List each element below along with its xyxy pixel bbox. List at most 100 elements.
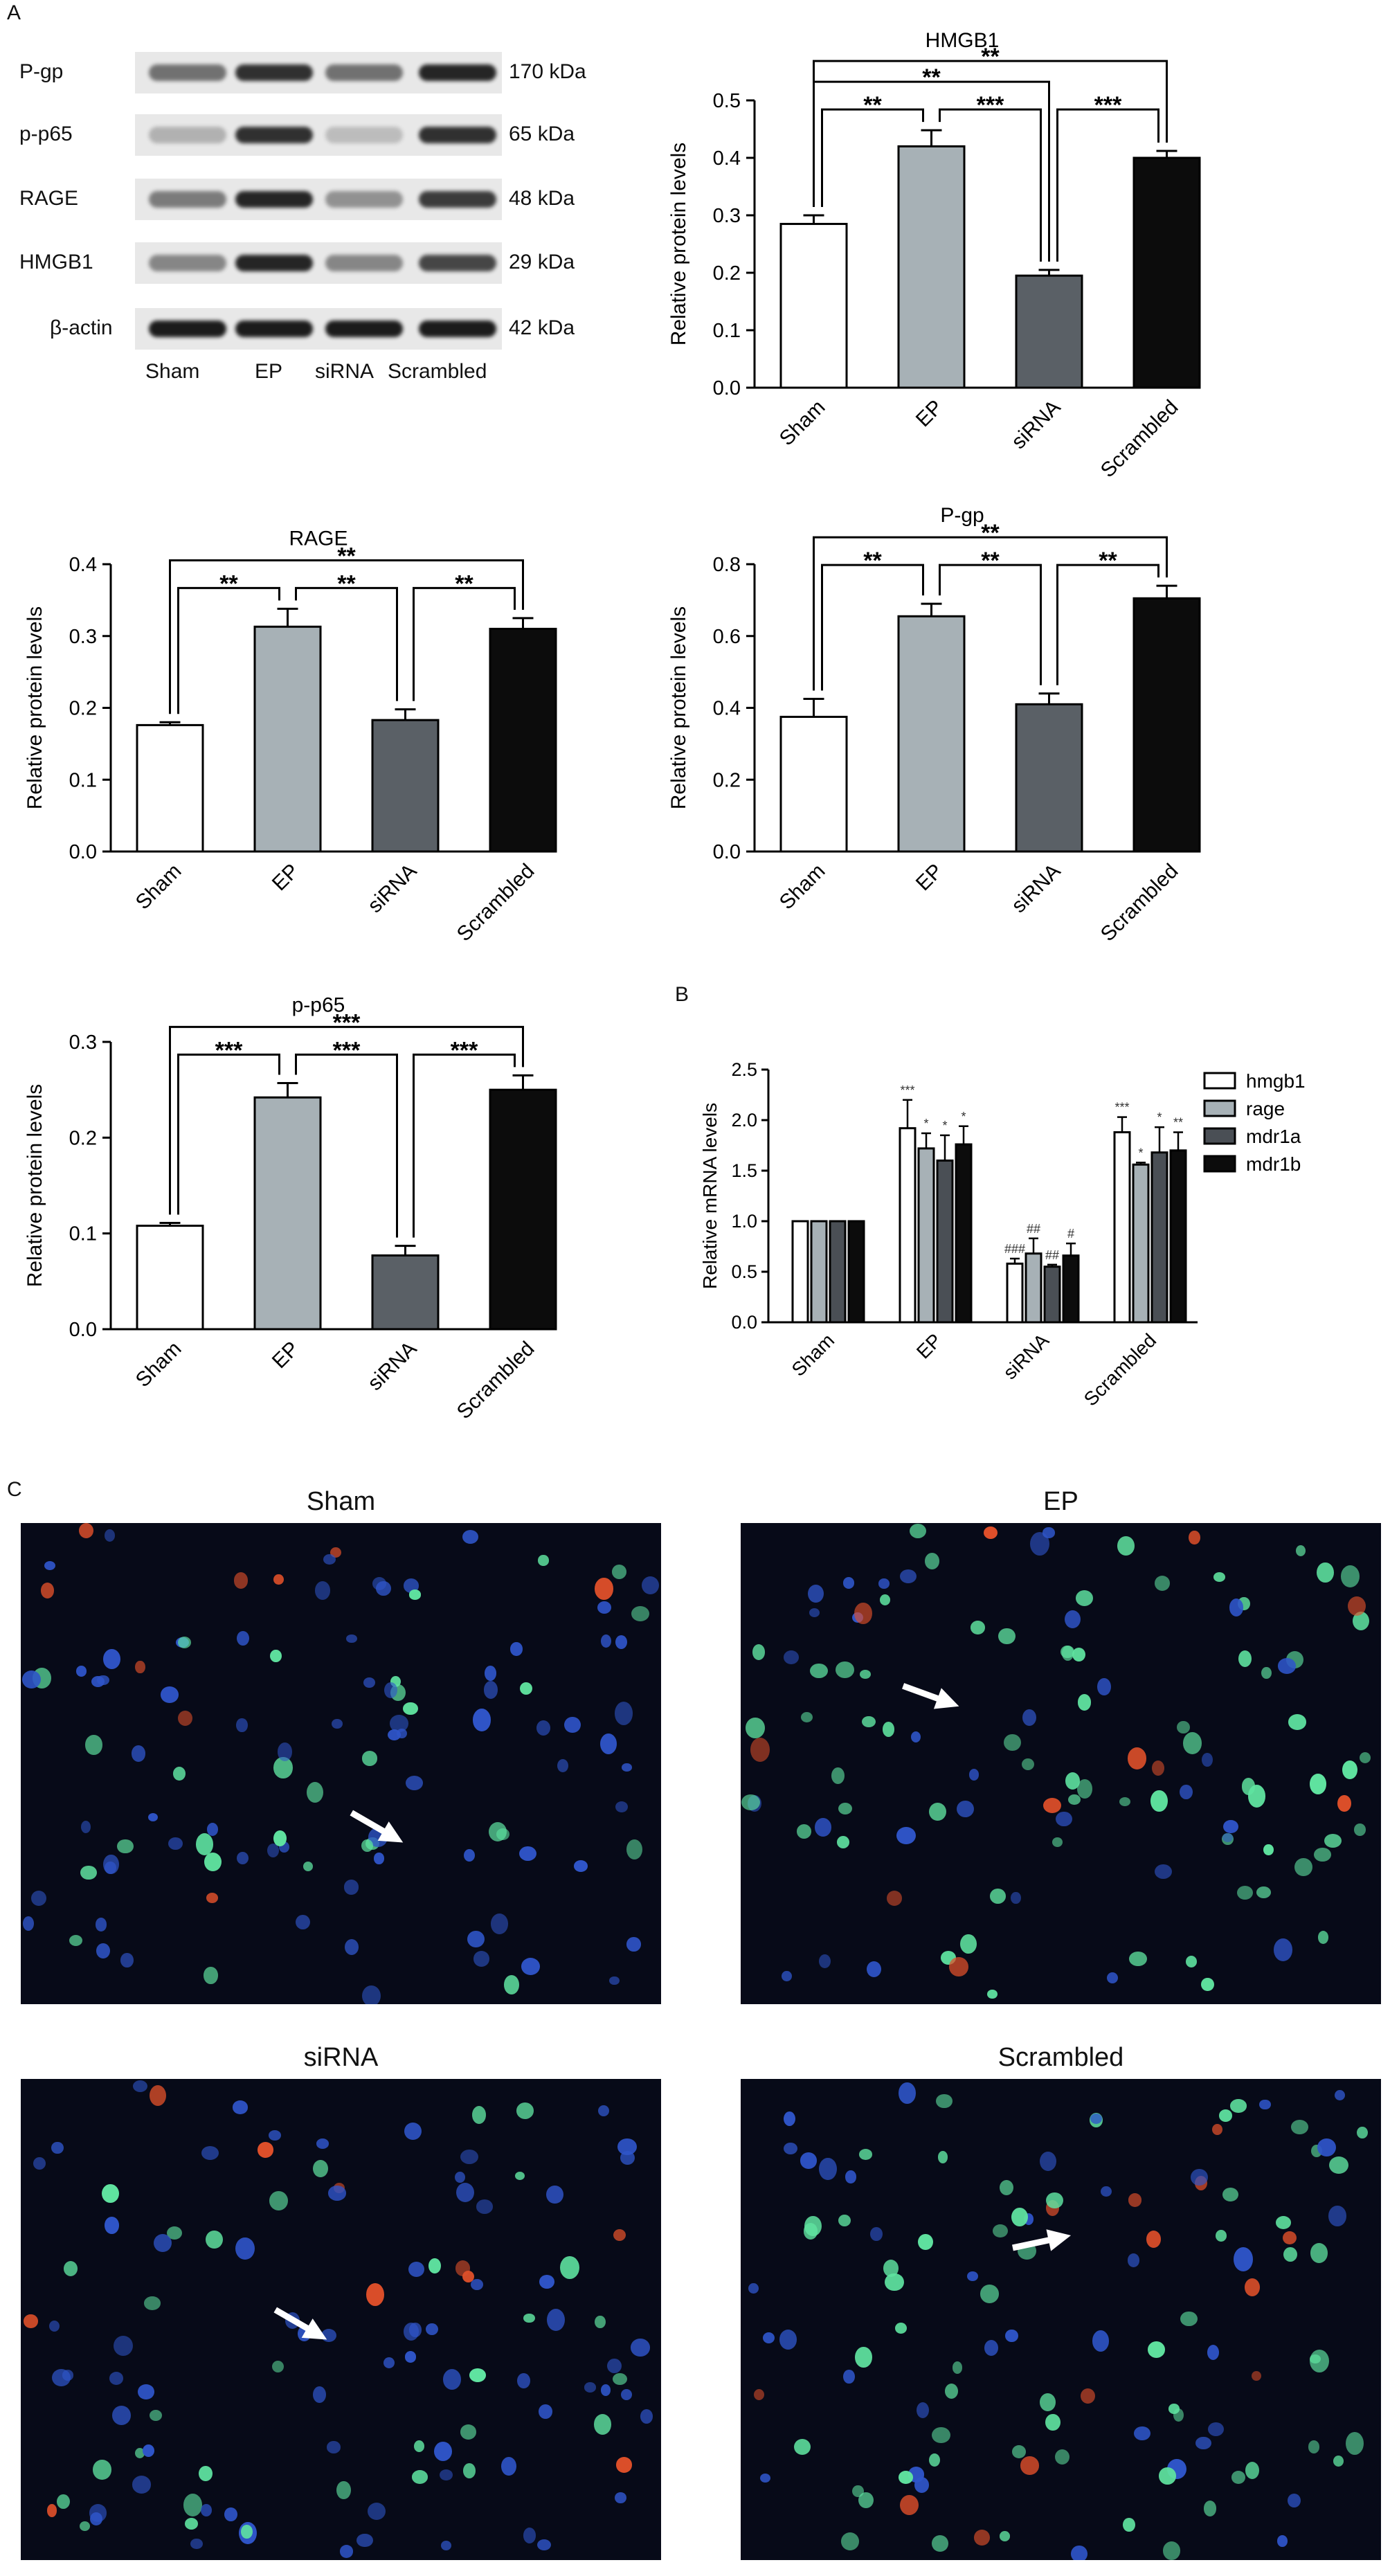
cell-nucleus	[343, 1880, 359, 1895]
micrograph-image	[741, 1523, 1381, 2004]
significance-label: ***	[977, 92, 1004, 118]
cell-nucleus	[411, 2470, 428, 2484]
significance-mark: *	[1157, 1110, 1162, 1124]
cell-nucleus	[793, 2439, 811, 2456]
cell-nucleus	[601, 1634, 612, 1648]
cell-nucleus	[538, 1555, 549, 1566]
cell-nucleus	[1097, 1677, 1111, 1696]
cell-nucleus	[597, 1601, 612, 1614]
significance-label: **	[863, 92, 882, 118]
cell-nucleus	[1021, 1758, 1034, 1771]
x-tick-label: Scrambled	[1096, 396, 1183, 483]
bar	[1015, 703, 1083, 853]
x-tick-label: Scrambled	[453, 1337, 539, 1424]
cell-nucleus	[1215, 2230, 1227, 2242]
cell-nucleus	[471, 2105, 487, 2124]
panel-letter-a: A	[7, 1, 21, 24]
bar	[489, 627, 557, 853]
cell-nucleus	[595, 2315, 606, 2329]
cell-nucleus	[51, 2141, 64, 2154]
micrograph-image	[21, 2079, 661, 2560]
cell-nucleus	[818, 1954, 831, 1968]
cell-nucleus	[1054, 2449, 1070, 2465]
cell-nucleus	[405, 1775, 424, 1790]
cell-nucleus	[631, 1605, 649, 1622]
cell-nucleus	[1202, 1753, 1213, 1767]
cell-nucleus	[96, 1918, 107, 1931]
cell-nucleus	[1222, 1819, 1238, 1834]
cell-nucleus	[900, 2494, 919, 2515]
cell-nucleus	[428, 2258, 441, 2274]
cell-nucleus	[142, 2444, 154, 2457]
cell-nucleus	[1203, 2501, 1217, 2516]
cell-nucleus	[102, 2183, 119, 2204]
significance-label: ***	[333, 1009, 361, 1036]
cell-nucleus	[899, 1569, 917, 1583]
cell-nucleus	[462, 1529, 478, 1544]
y-tick-label: 0.3	[69, 1032, 97, 1054]
cell-nucleus	[1072, 1647, 1086, 1661]
significance-mark: *	[942, 1119, 947, 1133]
bar	[1113, 1131, 1131, 1324]
cell-nucleus	[484, 1666, 496, 1681]
bar	[1043, 1266, 1061, 1324]
bar	[1062, 1254, 1080, 1324]
cell-nucleus	[1310, 2243, 1328, 2264]
cell-nucleus	[1043, 1797, 1062, 1814]
cell-nucleus	[40, 1582, 55, 1598]
significance-bracket	[413, 586, 516, 701]
y-axis-label: Relative protein levels	[667, 606, 690, 809]
blot-lane-label: siRNA	[315, 360, 374, 383]
significance-bracket	[1056, 564, 1159, 685]
arrow-icon	[270, 2307, 332, 2340]
x-tick-label: EP	[912, 1329, 946, 1362]
bar	[1169, 1149, 1187, 1324]
blot-lane-label: Scrambled	[388, 360, 487, 383]
significance-label: **	[981, 520, 1000, 546]
cell-nucleus	[1207, 2422, 1225, 2437]
x-tick-label: Sham	[132, 860, 186, 915]
cell-nucleus	[383, 2357, 395, 2368]
cell-nucleus	[841, 2532, 860, 2551]
cell-nucleus	[1129, 1952, 1147, 1966]
cell-nucleus	[559, 2255, 579, 2280]
cell-nucleus	[1314, 1848, 1331, 1862]
cell-nucleus	[852, 2485, 864, 2497]
significance-mark: ###	[1004, 1242, 1025, 1256]
cell-nucleus	[344, 1939, 359, 1956]
cell-nucleus	[523, 2527, 536, 2543]
cell-nucleus	[403, 2322, 419, 2341]
y-tick-label: 0.8	[713, 554, 741, 576]
cell-nucleus	[224, 2507, 237, 2521]
cell-nucleus	[327, 2441, 341, 2453]
blot-band	[235, 191, 313, 208]
chart-title: RAGE	[289, 527, 348, 550]
cell-nucleus	[835, 1661, 854, 1679]
cell-nucleus	[613, 2228, 626, 2241]
cell-nucleus	[1127, 1747, 1147, 1769]
bar	[371, 719, 440, 853]
blot-band	[325, 191, 403, 208]
cell-nucleus	[1340, 1565, 1360, 1587]
significance-bracket	[1056, 108, 1159, 262]
x-tick-label: siRNA	[363, 1337, 421, 1395]
bar	[897, 615, 966, 853]
cell-nucleus	[1219, 2109, 1233, 2122]
significance-label: ***	[215, 1037, 243, 1063]
significance-label: **	[337, 543, 356, 569]
blot-band	[325, 64, 403, 81]
significance-mark: *	[923, 1117, 928, 1131]
cell-nucleus	[1277, 2535, 1288, 2548]
cell-nucleus	[336, 2481, 351, 2500]
cell-nucleus	[615, 2492, 626, 2503]
blot-band	[419, 255, 496, 271]
cell-nucleus	[1040, 2393, 1056, 2411]
cell-nucleus	[1230, 2099, 1247, 2113]
x-tick-label: siRNA	[1007, 860, 1065, 917]
y-axis-label: Relative mRNA levels	[699, 1103, 721, 1289]
cell-nucleus	[929, 2453, 941, 2467]
cell-nucleus	[501, 2456, 517, 2476]
cell-nucleus	[1261, 1667, 1272, 1679]
cell-nucleus	[971, 1621, 986, 1634]
cell-nucleus	[615, 1635, 627, 1650]
